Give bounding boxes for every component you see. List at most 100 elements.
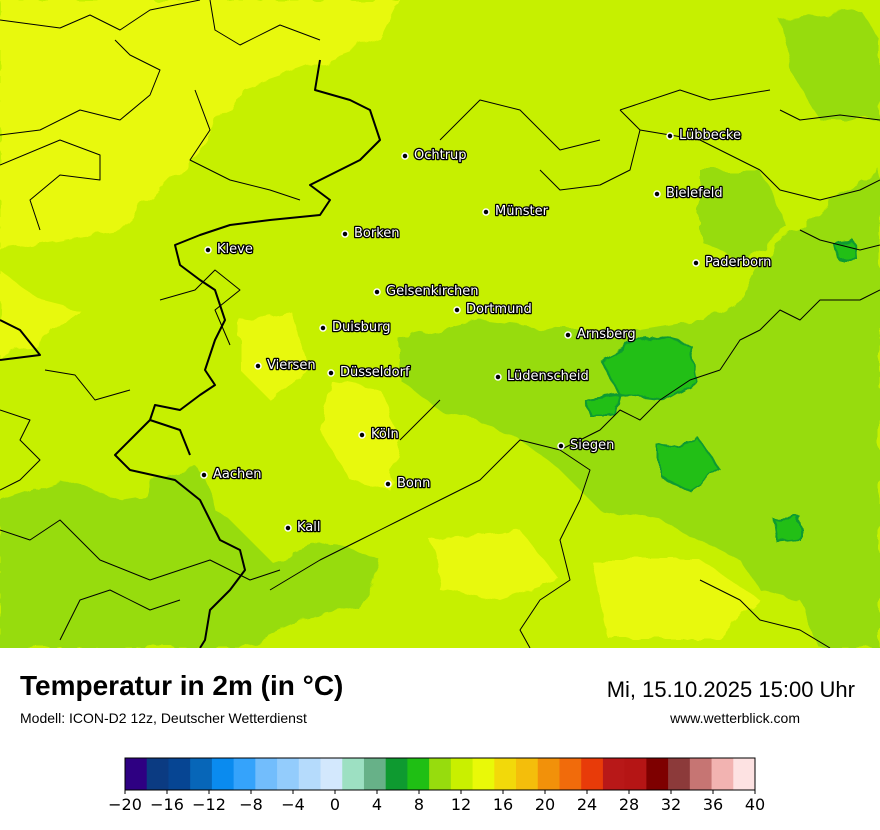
svg-text:Arnsberg: Arnsberg <box>577 327 636 342</box>
city-kleve[interactable]: Kleve <box>204 241 254 258</box>
legend-swatch <box>407 758 430 790</box>
legend-swatch <box>298 758 322 790</box>
city-arnsberg[interactable]: Arnsberg <box>564 326 637 343</box>
legend-swatch <box>472 758 495 790</box>
legend-swatch <box>385 758 408 790</box>
svg-text:Ochtrup: Ochtrup <box>414 148 467 163</box>
legend-tick-label: 4 <box>372 795 382 814</box>
temperature-field-warm <box>0 0 760 640</box>
legend-tick-label: 24 <box>577 795 597 814</box>
legend-tick-label: 28 <box>619 795 639 814</box>
legend-tick-label: 12 <box>451 795 471 814</box>
city-gelsenkirchen[interactable]: Gelsenkirchen <box>373 283 480 300</box>
city-aachen[interactable]: Aachen <box>200 466 263 483</box>
svg-text:Borken: Borken <box>354 226 400 241</box>
city-siegen[interactable]: Siegen <box>557 437 616 454</box>
legend-tick-label: 8 <box>414 795 424 814</box>
legend-swatch <box>646 758 669 790</box>
legend-tick-label: −4 <box>281 795 305 814</box>
legend-tick-label: −20 <box>108 795 142 814</box>
legend-swatch <box>581 758 604 790</box>
map-footer: Temperatur in 2m (in °C) Modell: ICON-D2… <box>0 648 880 830</box>
legend-swatch <box>602 758 626 790</box>
legend-swatch <box>711 758 734 790</box>
legend-swatch <box>689 758 713 790</box>
city-paderborn[interactable]: Paderborn <box>692 254 773 271</box>
legend-tick-label: −12 <box>192 795 226 814</box>
svg-text:Duisburg: Duisburg <box>332 320 391 335</box>
legend-swatch <box>125 758 148 790</box>
legend-border <box>124 757 756 791</box>
svg-text:Lübbecke: Lübbecke <box>679 128 741 143</box>
city-duesseldorf[interactable]: Düsseldorf <box>327 364 411 381</box>
city-ochtrup[interactable]: Ochtrup <box>401 147 468 164</box>
model-source: Modell: ICON-D2 12z, Deutscher Wetterdie… <box>20 710 307 726</box>
svg-text:Aachen: Aachen <box>213 467 261 482</box>
legend-swatch <box>320 758 343 790</box>
legend-swatch <box>363 758 387 790</box>
city-luebbecke[interactable]: Lübbecke <box>666 127 742 144</box>
city-markers: Ochtrup Lübbecke Bielefeld Münster Borke… <box>200 127 773 536</box>
legend-swatch <box>516 758 539 790</box>
legend-swatch <box>668 758 691 790</box>
city-bonn[interactable]: Bonn <box>384 475 432 492</box>
city-bielefeld[interactable]: Bielefeld <box>653 185 724 202</box>
country-border <box>0 59 381 648</box>
legend-swatch <box>537 758 560 790</box>
city-koeln[interactable]: Köln <box>358 426 400 443</box>
legend-tick-label: −8 <box>239 795 263 814</box>
svg-text:Bielefeld: Bielefeld <box>666 186 723 201</box>
map-title: Temperatur in 2m (in °C) <box>20 670 344 701</box>
legend-tick-label: −16 <box>150 795 184 814</box>
legend-swatch <box>146 758 169 790</box>
svg-text:Köln: Köln <box>371 427 399 442</box>
svg-text:Gelsenkirchen: Gelsenkirchen <box>386 284 479 299</box>
city-duisburg[interactable]: Duisburg <box>319 319 392 336</box>
city-muenster[interactable]: Münster <box>482 203 550 220</box>
svg-text:Lüdenscheid: Lüdenscheid <box>507 369 589 384</box>
legend-swatch <box>733 758 756 790</box>
svg-text:Viersen: Viersen <box>267 358 316 373</box>
legend-swatch <box>559 758 582 790</box>
legend-tick-label: 0 <box>330 795 340 814</box>
legend-swatch <box>277 758 300 790</box>
svg-text:Münster: Münster <box>495 204 549 219</box>
legend-swatch <box>342 758 365 790</box>
city-kall[interactable]: Kall <box>284 519 322 536</box>
map-canvas: Ochtrup Lübbecke Bielefeld Münster Borke… <box>0 0 880 648</box>
forecast-datetime: Mi, 15.10.2025 15:00 Uhr <box>606 677 855 702</box>
svg-text:Paderborn: Paderborn <box>705 255 771 270</box>
svg-text:Düsseldorf: Düsseldorf <box>340 365 410 380</box>
color-legend: −20 −16 −12 −8 −4 0 4 8 12 16 20 24 28 32 36 40 <box>108 757 765 814</box>
svg-text:Siegen: Siegen <box>570 438 614 453</box>
website-link[interactable]: www.wetterblick.com <box>670 710 800 726</box>
svg-text:Kleve: Kleve <box>217 242 253 257</box>
legend-tick-label: 40 <box>745 795 765 814</box>
city-luedenscheid[interactable]: Lüdenscheid <box>494 368 590 385</box>
legend-tick-label: 36 <box>703 795 723 814</box>
temperature-field-cool <box>583 241 858 544</box>
svg-text:Bonn: Bonn <box>397 476 430 491</box>
temperature-field-mild <box>0 10 880 648</box>
legend-ticks: −20 −16 −12 −8 −4 0 4 8 12 16 20 24 28 32 36 40 <box>108 790 765 814</box>
legend-swatch <box>211 758 235 790</box>
legend-swatch <box>233 758 256 790</box>
city-viersen[interactable]: Viersen <box>254 357 317 374</box>
legend-tick-label: 20 <box>535 795 555 814</box>
city-dortmund[interactable]: Dortmund <box>453 301 533 318</box>
temperature-map[interactable]: Ochtrup Lübbecke Bielefeld Münster Borke… <box>0 0 880 648</box>
legend-swatch <box>624 758 647 790</box>
legend-tick-label: 16 <box>493 795 513 814</box>
city-borken[interactable]: Borken <box>341 225 401 242</box>
legend-swatch <box>168 758 191 790</box>
svg-text:Dortmund: Dortmund <box>466 302 532 317</box>
legend-swatch <box>429 758 452 790</box>
legend-swatches <box>124 757 756 791</box>
border-lines <box>0 0 880 648</box>
svg-text:Kall: Kall <box>297 520 321 535</box>
legend-swatch <box>450 758 474 790</box>
legend-swatch <box>494 758 517 790</box>
legend-swatch <box>255 758 278 790</box>
legend-tick-label: 32 <box>661 795 681 814</box>
legend-swatch <box>190 758 213 790</box>
